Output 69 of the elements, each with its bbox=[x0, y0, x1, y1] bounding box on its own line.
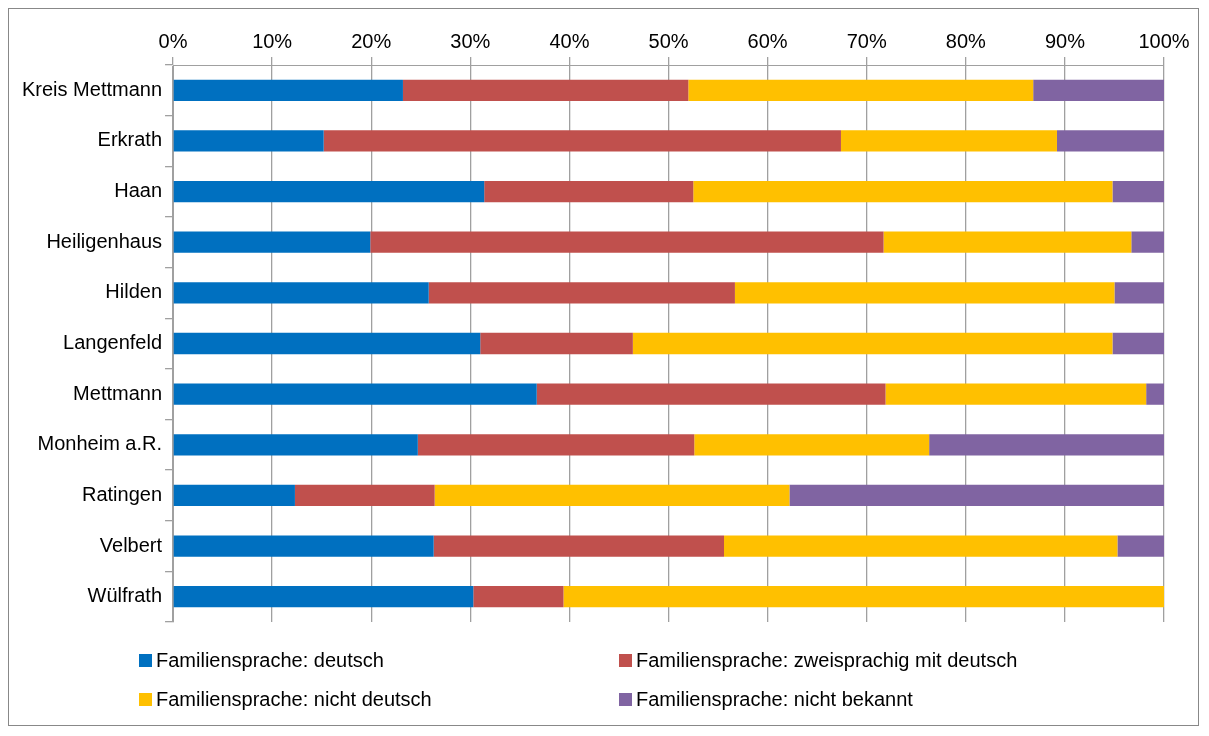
bar bbox=[885, 383, 1147, 405]
x-tick-label: 30% bbox=[450, 29, 491, 52]
bar bbox=[724, 535, 1118, 557]
bar bbox=[402, 79, 689, 101]
bar bbox=[632, 332, 1113, 355]
bar bbox=[693, 180, 1113, 203]
x-tick-label: 100% bbox=[1138, 29, 1190, 52]
y-tick-label: Haan bbox=[114, 179, 163, 202]
bar bbox=[1131, 231, 1164, 253]
bar bbox=[173, 586, 474, 608]
bar bbox=[173, 484, 295, 507]
bar bbox=[1114, 282, 1164, 304]
bar bbox=[883, 231, 1132, 253]
x-tick-label: 60% bbox=[747, 29, 788, 52]
x-tick-label: 90% bbox=[1044, 29, 1086, 52]
bar bbox=[789, 484, 1164, 507]
bar bbox=[480, 332, 633, 355]
x-tick-label: 50% bbox=[648, 29, 689, 52]
bar bbox=[173, 231, 371, 253]
bar bbox=[734, 282, 1115, 304]
bar bbox=[1146, 383, 1164, 405]
bar bbox=[173, 434, 418, 456]
bar bbox=[370, 231, 884, 253]
legend-label: Familiensprache: deutsch bbox=[156, 649, 384, 672]
x-tick-label: 10% bbox=[252, 29, 293, 52]
y-tick-label: Ratingen bbox=[81, 482, 163, 505]
bar bbox=[434, 484, 790, 507]
x-tick-label: 70% bbox=[846, 29, 887, 52]
y-tick-label: Hilden bbox=[105, 280, 163, 303]
bar bbox=[694, 434, 930, 456]
y-tick-label: Monheim a.R. bbox=[37, 432, 163, 455]
bar bbox=[323, 130, 841, 152]
bar bbox=[1112, 180, 1164, 203]
bar bbox=[1112, 332, 1164, 355]
bar bbox=[840, 130, 1057, 152]
y-tick-label: Erkrath bbox=[97, 128, 163, 151]
x-tick-label: 80% bbox=[945, 29, 987, 52]
x-tick-label: 0% bbox=[158, 29, 188, 52]
bar bbox=[173, 332, 481, 355]
bar bbox=[484, 180, 694, 203]
legend-label: Familiensprache: nicht bekannt bbox=[636, 688, 913, 711]
bar bbox=[1033, 79, 1164, 101]
y-tick-label: Wülfrath bbox=[87, 584, 163, 607]
y-tick-label: Heiligenhaus bbox=[46, 229, 163, 252]
bar bbox=[173, 383, 537, 405]
legend-label: Familiensprache: nicht deutsch bbox=[156, 688, 432, 711]
y-tick-label: Mettmann bbox=[73, 381, 163, 404]
bar bbox=[1117, 535, 1164, 557]
bar bbox=[173, 130, 324, 152]
bar bbox=[929, 434, 1164, 456]
x-tick-label: 20% bbox=[351, 29, 392, 52]
bar bbox=[473, 586, 564, 608]
x-tick-label: 40% bbox=[549, 29, 590, 52]
y-tick-label: Velbert bbox=[99, 533, 163, 556]
bar bbox=[536, 383, 886, 405]
bar bbox=[688, 79, 1034, 101]
bar bbox=[173, 535, 434, 557]
bar bbox=[417, 434, 695, 456]
bar bbox=[563, 586, 1164, 608]
bar bbox=[173, 79, 403, 101]
bar bbox=[428, 282, 735, 304]
bar bbox=[173, 282, 429, 304]
legend-label: Familiensprache: zweisprachig mit deutsch bbox=[636, 649, 1018, 672]
bar bbox=[294, 484, 435, 507]
bar bbox=[1056, 130, 1164, 152]
bar bbox=[173, 180, 485, 203]
y-tick-label: Kreis Mettmann bbox=[21, 77, 163, 100]
y-tick-label: Langenfeld bbox=[63, 331, 163, 354]
bar bbox=[433, 535, 725, 557]
